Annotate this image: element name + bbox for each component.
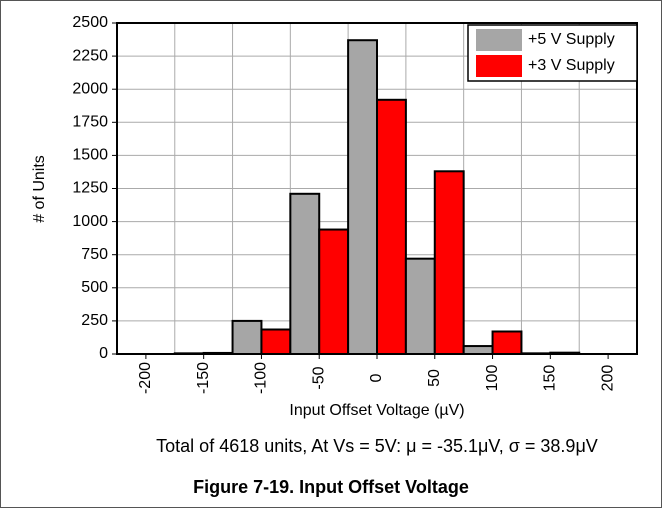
y-tick-label: 750 <box>81 246 108 263</box>
x-tick-label: -100 <box>253 362 270 394</box>
bar <box>491 330 523 356</box>
x-tick-label: -50 <box>310 366 327 389</box>
x-tick-label: 100 <box>484 365 501 392</box>
bar <box>231 319 263 355</box>
bar <box>260 328 292 356</box>
y-tick-label: 1750 <box>72 114 108 131</box>
y-tick-label: 1250 <box>72 180 108 197</box>
x-tick-label: 50 <box>426 369 443 387</box>
bar <box>433 170 465 355</box>
bar <box>404 257 436 355</box>
bar <box>289 192 321 355</box>
annotation: Total of 4618 units, At Vs = 5V: μ = -35… <box>156 436 598 456</box>
legend-swatch <box>476 29 522 51</box>
x-axis-label: Input Offset Voltage (µV) <box>289 402 464 419</box>
bar <box>376 98 407 355</box>
y-tick-label: 0 <box>99 345 108 362</box>
y-axis-label: # of Units <box>31 155 48 223</box>
x-tick-label: 0 <box>368 373 385 382</box>
caption: Figure 7-19. Input Offset Voltage <box>193 477 469 497</box>
legend-label: +3 V Supply <box>528 57 615 74</box>
legend-label: +5 V Supply <box>528 31 615 48</box>
y-tick-label: 1500 <box>72 147 108 164</box>
y-tick-label: 2500 <box>72 14 108 31</box>
x-tick-label: 200 <box>599 365 616 392</box>
x-tick-label: -200 <box>137 362 154 394</box>
y-tick-label: 2250 <box>72 47 108 64</box>
y-tick-label: 250 <box>81 312 108 329</box>
y-tick-label: 1000 <box>72 213 108 230</box>
y-tick-label: 500 <box>81 279 108 296</box>
plot-border <box>116 22 638 355</box>
bar <box>347 39 379 355</box>
y-tick-label: 2000 <box>72 80 108 97</box>
bar <box>318 228 350 356</box>
x-tick-label: 150 <box>542 365 559 392</box>
x-tick-label: -150 <box>195 362 212 394</box>
legend-swatch <box>476 55 522 77</box>
bar <box>462 345 494 355</box>
